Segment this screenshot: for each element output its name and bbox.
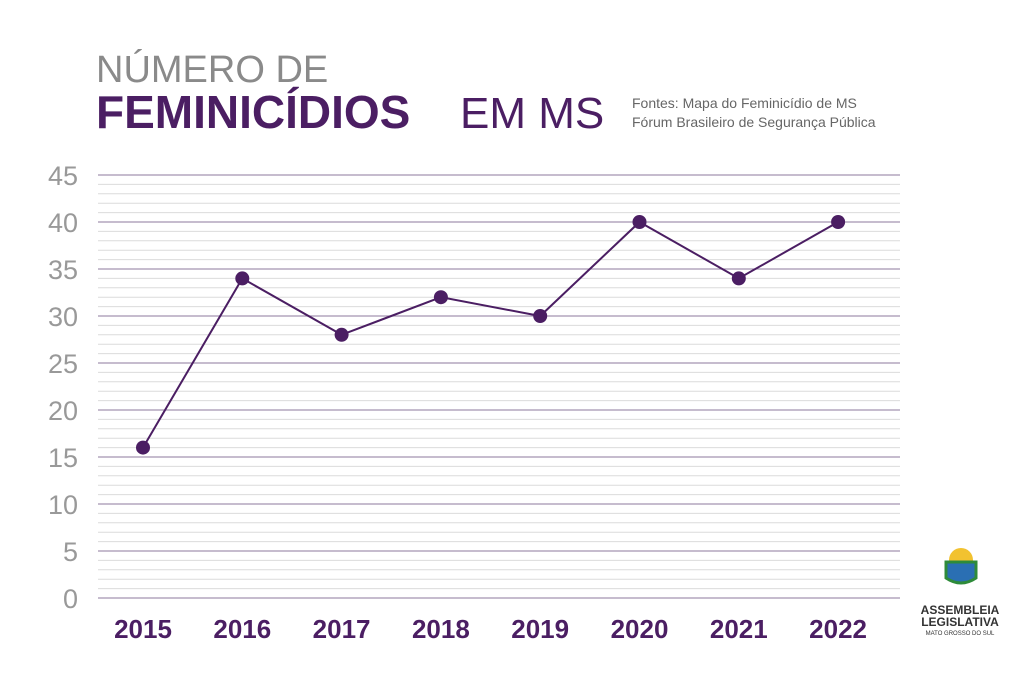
y-tick-label: 10: [48, 490, 78, 520]
x-tick-label: 2018: [412, 614, 470, 644]
logo: ASSEMBLEIA LEGISLATIVA MATO GROSSO DO SU…: [921, 548, 1000, 637]
x-tick-label: 2017: [313, 614, 371, 644]
title-bold: FEMINICÍDIOS: [96, 86, 410, 138]
x-tick-label: 2022: [809, 614, 867, 644]
logo-text: ASSEMBLEIA: [921, 603, 1000, 617]
y-tick-label: 20: [48, 396, 78, 426]
point: [235, 271, 250, 286]
point: [433, 290, 448, 305]
y-tick-label: 35: [48, 255, 78, 285]
y-tick-label: 5: [63, 537, 78, 567]
x-tick-label: 2015: [114, 614, 172, 644]
point: [334, 327, 349, 342]
title-rest: EM MS: [460, 89, 604, 138]
point: [731, 271, 746, 286]
logo-shield: [944, 560, 978, 585]
y-tick-label: 30: [48, 302, 78, 332]
x-tick-label: 2020: [611, 614, 669, 644]
y-tick-label: 25: [48, 349, 78, 379]
point: [632, 215, 647, 229]
point: [533, 309, 548, 323]
x-tick-label: 2019: [511, 614, 569, 644]
point: [136, 440, 150, 455]
x-tick-label: 2016: [213, 614, 271, 644]
title-line1: NÚMERO DE: [96, 48, 328, 91]
logo-text: LEGISLATIVA: [921, 615, 999, 629]
point: [831, 215, 846, 229]
y-tick-label: 45: [48, 161, 78, 191]
y-tick-label: 40: [48, 208, 78, 238]
x-tick-label: 2021: [710, 614, 768, 644]
source: Fontes: Mapa do Feminicídio de MS: [632, 95, 857, 111]
source: Fórum Brasileiro de Segurança Pública: [632, 114, 876, 130]
line: [142, 220, 839, 449]
logo-text: MATO GROSSO DO SUL: [926, 631, 995, 637]
y-tick-label: 0: [63, 584, 78, 614]
y-tick-label: 15: [48, 443, 78, 473]
